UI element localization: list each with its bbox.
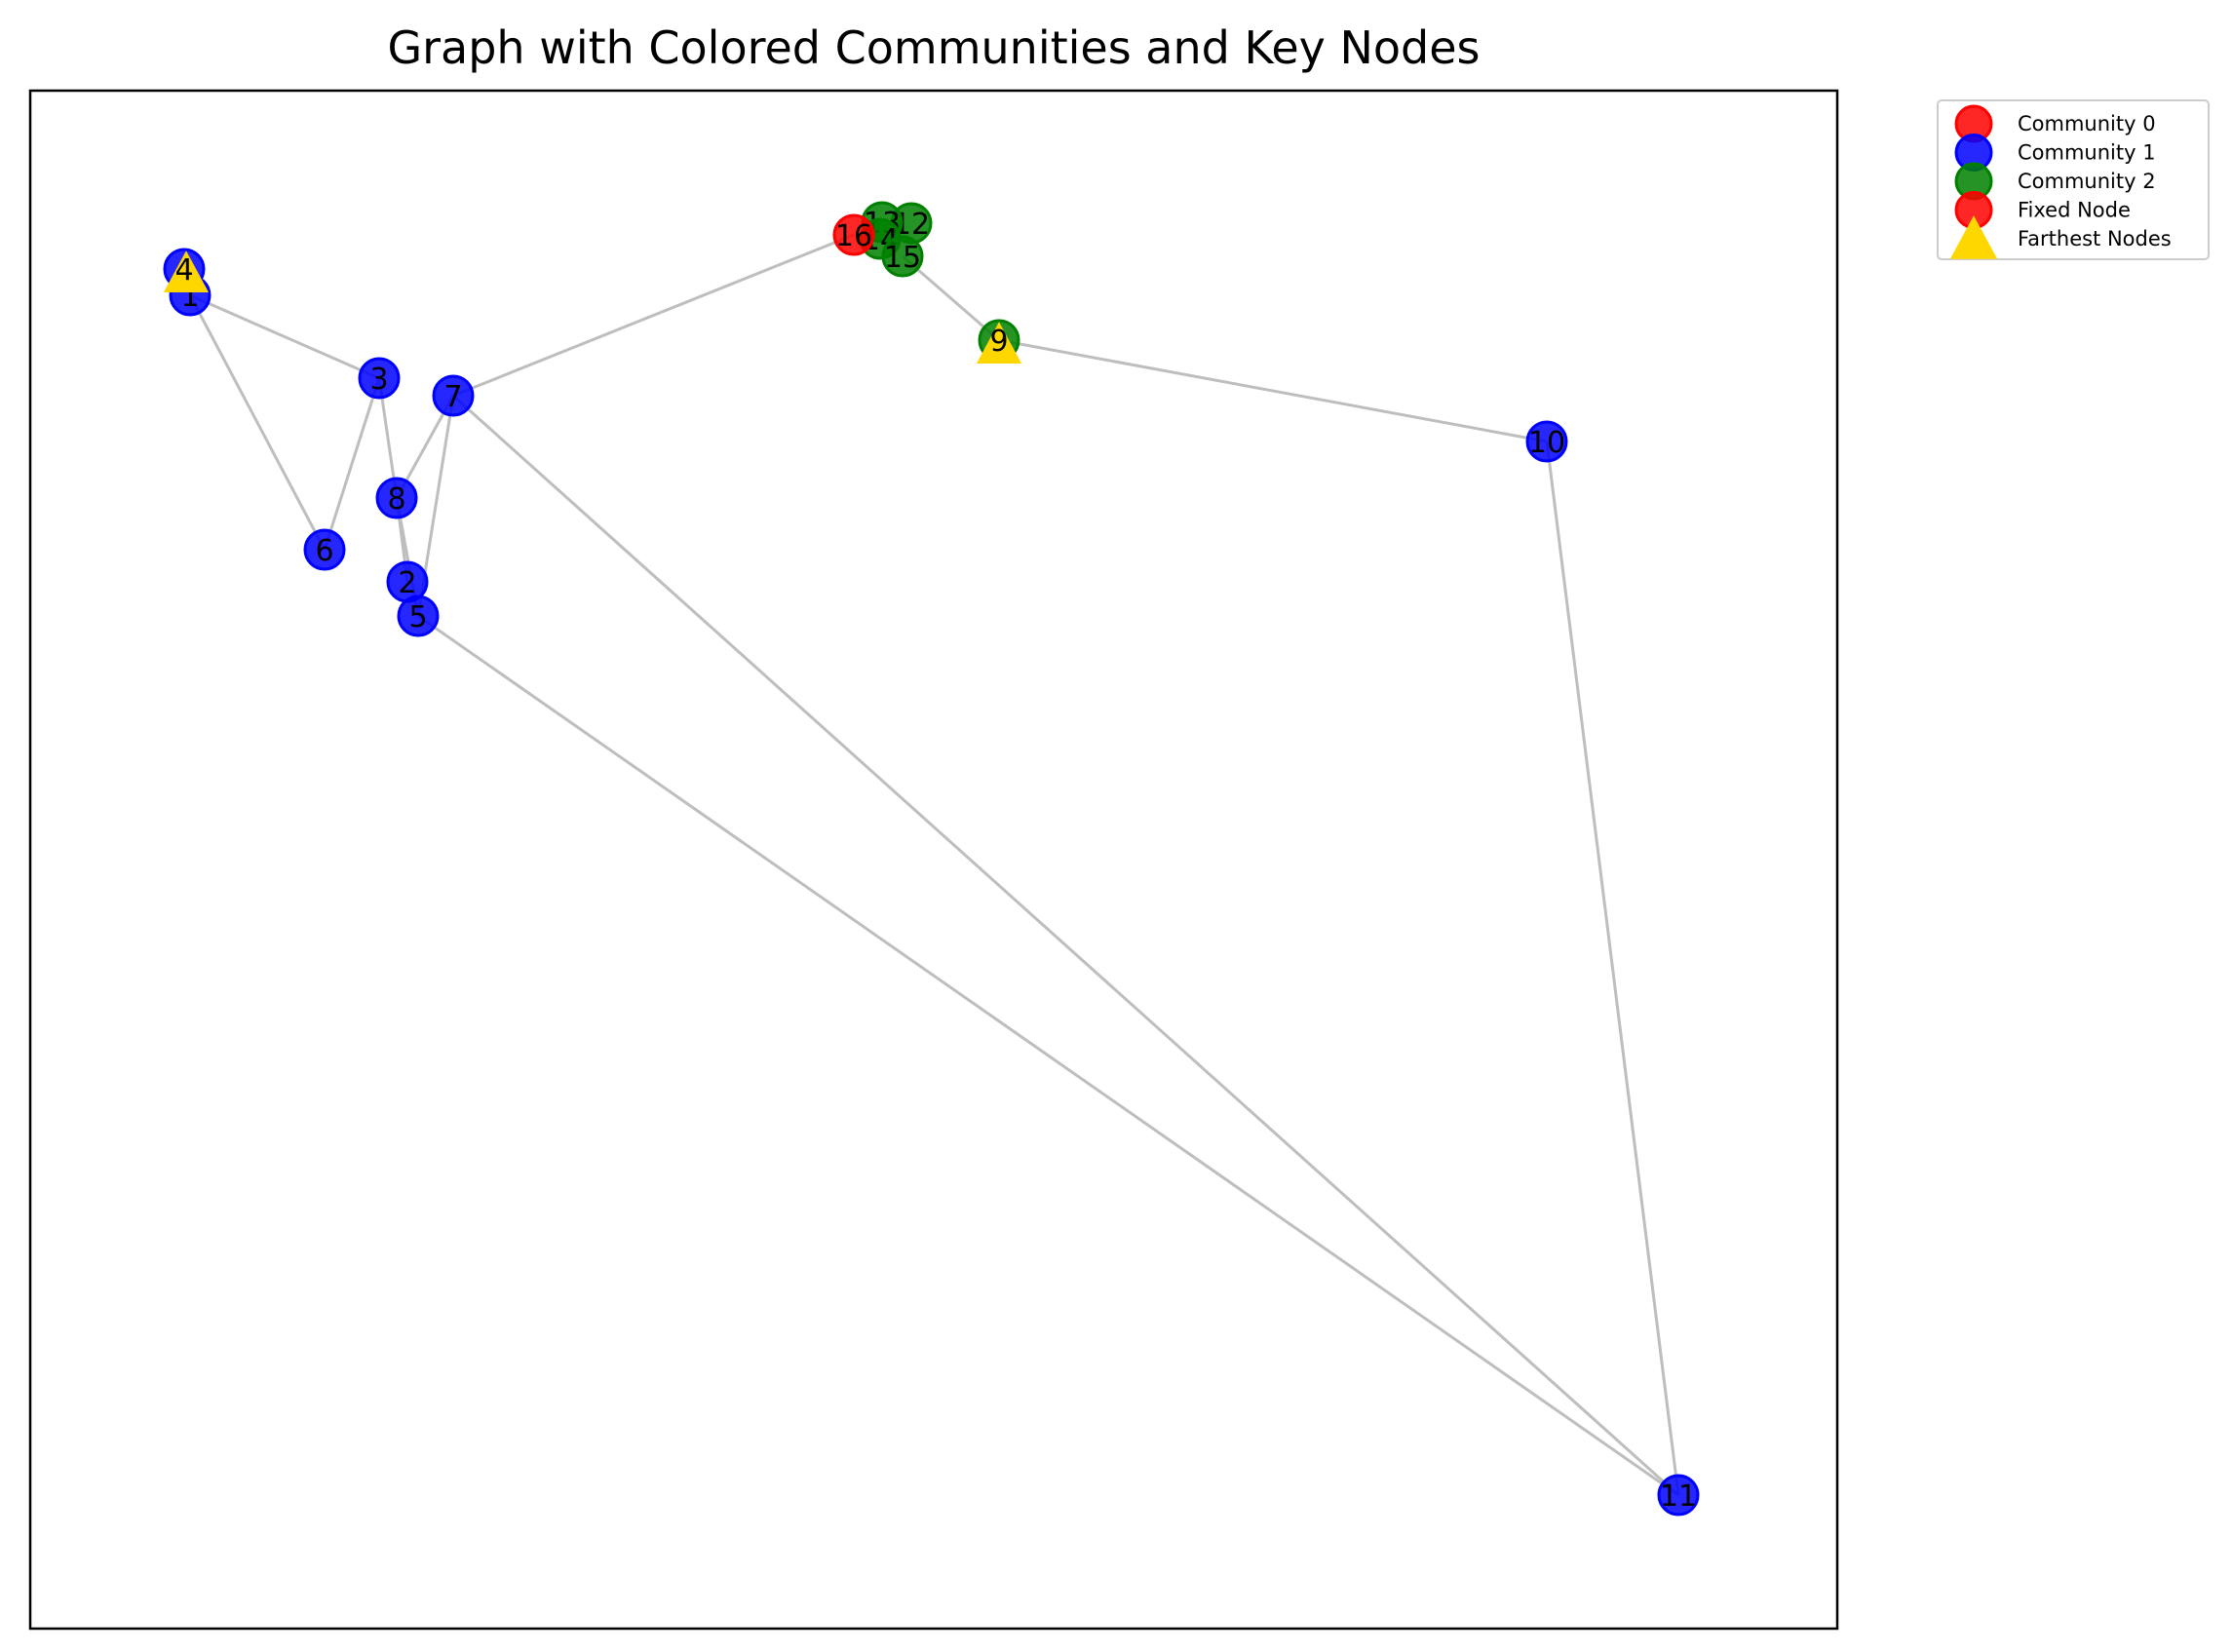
- node-label-6: 6: [315, 534, 333, 568]
- legend-entry-farthest-nodes: Farthest Nodes: [1949, 215, 2172, 259]
- node-3: 3: [358, 357, 401, 400]
- legend-label: Fixed Node: [2018, 199, 2131, 222]
- node-label-11: 11: [1660, 1479, 1697, 1514]
- edge-3-6: [323, 377, 381, 551]
- node-circle-11: [1657, 1474, 1700, 1517]
- edge-9-10: [998, 338, 1548, 443]
- legend-entry-community-1: Community 1: [1954, 134, 2156, 172]
- node-label-2: 2: [398, 566, 416, 600]
- node-label-9: 9: [989, 325, 1008, 359]
- node-10: 10: [1525, 420, 1568, 463]
- legend-label: Community 1: [2018, 141, 2156, 165]
- legend-label: Community 0: [2018, 112, 2156, 135]
- legend-label: Farthest Nodes: [2018, 227, 2172, 250]
- node-circle-8: [375, 477, 418, 519]
- node-15: 15: [881, 235, 924, 278]
- legend-label: Community 2: [2018, 170, 2156, 193]
- edge-7-16: [452, 233, 855, 398]
- node-circle-6: [303, 528, 346, 571]
- node-7: 7: [432, 374, 475, 417]
- plot-frame: [28, 89, 1839, 1631]
- edge-10-11: [1545, 441, 1680, 1496]
- legend-entry-community-0: Community 0: [1954, 104, 2156, 143]
- figure-title: Graph with Colored Communities and Key N…: [387, 21, 1480, 74]
- node-8: 8: [375, 477, 418, 519]
- nodes-layer: 12345678910111213141516: [163, 201, 1700, 1517]
- node-4: 4: [163, 248, 210, 292]
- edge-5-11: [417, 614, 1679, 1497]
- node-circle-5: [397, 595, 440, 637]
- farthest-node-marker-4: [163, 250, 210, 292]
- node-circle-3: [358, 357, 401, 400]
- node-circle-7: [432, 374, 475, 417]
- node-label-3: 3: [369, 363, 388, 397]
- node-label-16: 16: [835, 219, 872, 253]
- legend-entry-community-2: Community 2: [1954, 162, 2156, 201]
- node-circle-10: [1525, 420, 1568, 463]
- node-label-4: 4: [174, 253, 193, 288]
- node-label-10: 10: [1528, 426, 1565, 460]
- node-label-5: 5: [408, 600, 427, 634]
- edge-1-3: [189, 293, 380, 380]
- legend-marker: [1949, 215, 1998, 259]
- node-16: 16: [832, 213, 875, 256]
- legend-entry-fixed-node: Fixed Node: [1954, 191, 2131, 229]
- node-circle-16: [832, 213, 875, 256]
- legend-frame: [1937, 99, 2210, 260]
- node-11: 11: [1657, 1474, 1700, 1517]
- edges-layer: [188, 233, 1680, 1497]
- node-label-8: 8: [387, 482, 405, 517]
- farthest-node-marker-9: [976, 322, 1022, 364]
- node-label-15: 15: [884, 241, 921, 275]
- legend: Community 0 Community 1 Community 2 Fixed N…: [1937, 99, 2210, 260]
- node-circle-15: [881, 235, 924, 278]
- node-label-7: 7: [443, 380, 462, 414]
- node-5: 5: [397, 595, 440, 637]
- edge-1-6: [188, 294, 327, 551]
- node-9: 9: [976, 319, 1022, 364]
- edge-15-9: [902, 254, 1000, 342]
- node-6: 6: [303, 528, 346, 571]
- edge-7-11: [451, 394, 1680, 1497]
